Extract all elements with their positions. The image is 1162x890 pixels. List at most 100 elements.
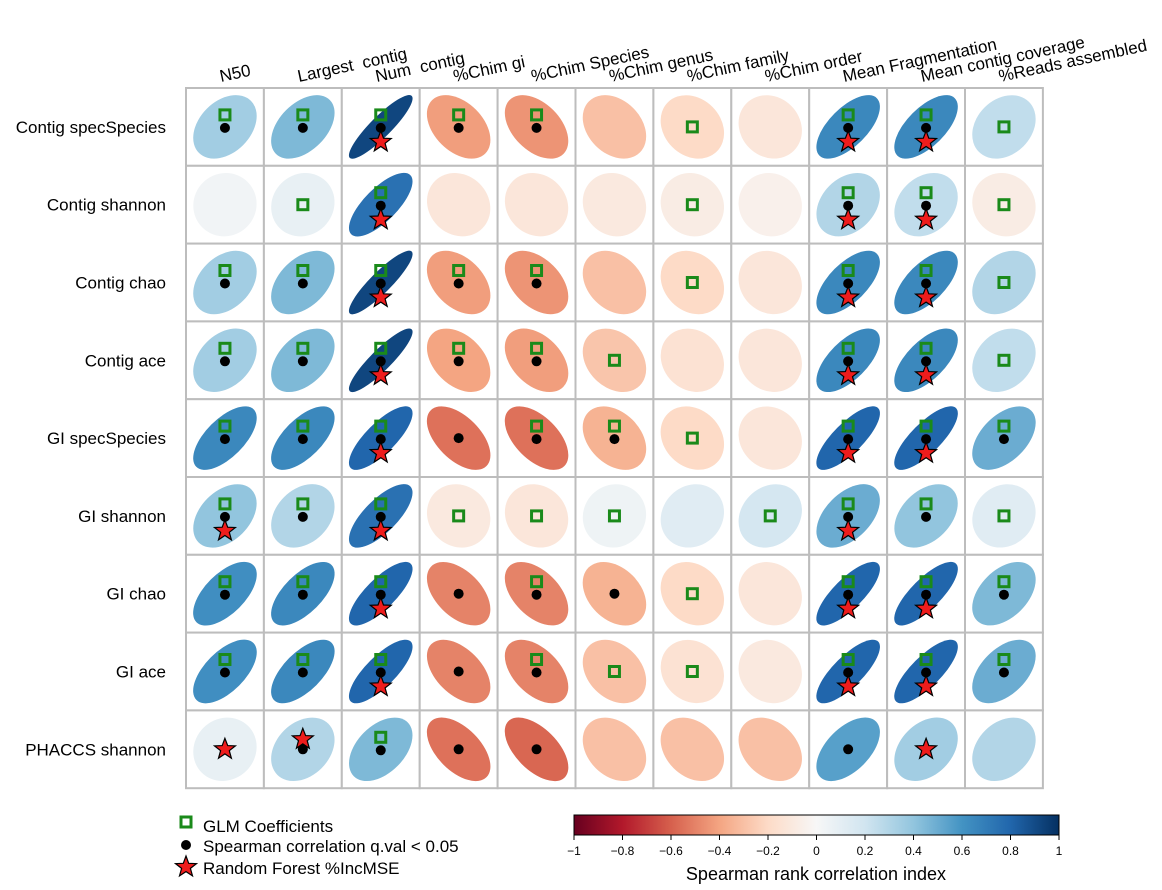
matrix-cell	[574, 476, 655, 556]
spearman-marker	[998, 434, 1009, 445]
matrix-cell	[964, 320, 1044, 401]
glm-marker	[530, 341, 544, 355]
matrix-cell	[808, 164, 889, 245]
matrix-cell	[418, 164, 499, 245]
matrix-cell	[262, 398, 343, 479]
matrix-cell	[496, 709, 577, 790]
rf-marker	[836, 129, 861, 153]
correlation-ellipse	[582, 484, 647, 548]
spearman-marker	[843, 667, 854, 678]
glm-marker	[296, 264, 310, 277]
glm-marker	[841, 653, 855, 666]
correlation-ellipse	[193, 173, 257, 237]
colorbar-gradient	[573, 814, 1060, 836]
glm-marker	[296, 497, 310, 511]
rf-marker	[836, 440, 861, 464]
correlation-ellipse	[660, 717, 725, 782]
matrix-cell	[808, 320, 889, 401]
spearman-marker	[219, 278, 230, 289]
matrix-cell	[886, 709, 966, 790]
matrix-cell	[262, 709, 343, 790]
rf-marker	[368, 440, 393, 464]
correlation-ellipse	[660, 250, 725, 315]
correlation-ellipse	[426, 484, 491, 548]
matrix-cell	[730, 164, 811, 245]
glm-marker	[530, 264, 544, 277]
row-label: Contig chao	[75, 274, 166, 293]
matrix-cell	[574, 320, 655, 401]
rf-marker	[836, 362, 861, 386]
spearman-marker	[609, 588, 620, 599]
glm-marker	[997, 276, 1011, 289]
glm-marker	[841, 108, 855, 122]
correlation-ellipse	[972, 717, 1036, 782]
spearman-marker	[375, 511, 386, 522]
matrix-cell	[340, 398, 421, 479]
rf-legend-star	[173, 854, 199, 878]
glm-marker	[919, 419, 933, 433]
glm-marker	[607, 665, 621, 678]
glm-marker	[919, 341, 933, 355]
matrix-cell	[886, 398, 966, 479]
matrix-cell	[340, 164, 421, 245]
matrix-cell	[808, 398, 889, 479]
spearman-marker	[297, 356, 308, 367]
glm-marker	[452, 108, 466, 122]
spearman-marker	[531, 589, 542, 600]
matrix-cell	[340, 709, 421, 790]
rf-marker	[368, 673, 393, 697]
colorbar-tick-label: 0	[813, 844, 820, 858]
row-label: GI ace	[116, 663, 166, 682]
correlation-ellipse	[582, 95, 647, 159]
matrix-cell	[496, 164, 577, 245]
glm-marker	[919, 575, 933, 589]
spearman-marker	[921, 278, 932, 289]
matrix-cell	[574, 709, 655, 790]
matrix-cell	[185, 87, 265, 167]
glm-marker	[218, 264, 232, 277]
spearman-marker	[375, 356, 386, 367]
correlation-ellipse	[738, 250, 802, 315]
matrix-cell	[886, 553, 966, 634]
spearman-marker	[375, 667, 386, 678]
spearman-marker	[219, 589, 230, 600]
matrix-cell	[185, 709, 265, 790]
correlation-ellipse	[972, 95, 1036, 159]
matrix-cell	[574, 398, 655, 479]
glm-marker	[296, 198, 310, 212]
colorbar-tick-label: −0.2	[756, 844, 780, 858]
matrix-cell	[340, 242, 421, 323]
spearman-legend-label: Spearman correlation q.val < 0.05	[203, 837, 459, 856]
spearman-marker	[843, 434, 854, 445]
matrix-cell	[808, 709, 889, 790]
glm-marker	[296, 575, 310, 589]
spearman-marker	[219, 667, 230, 678]
spearman-marker	[531, 122, 542, 133]
correlation-ellipse	[738, 562, 802, 626]
glm-marker	[218, 341, 232, 355]
matrix-cell	[574, 553, 655, 634]
column-label: N50	[218, 61, 252, 86]
spearman-marker	[297, 278, 308, 289]
correlation-ellipse	[660, 561, 725, 626]
glm-marker	[841, 419, 855, 433]
glm-marker	[530, 509, 544, 523]
matrix-cell	[652, 476, 733, 556]
glm-marker	[452, 264, 466, 277]
matrix-cell	[574, 631, 655, 712]
matrix-cell	[964, 242, 1044, 323]
matrix-cell	[496, 320, 577, 401]
matrix-cell	[496, 476, 577, 556]
correlation-ellipse	[582, 717, 647, 782]
matrix-cell	[730, 631, 811, 712]
rf-marker	[913, 736, 939, 760]
spearman-marker	[531, 434, 542, 445]
glm-marker	[997, 198, 1011, 212]
spearman-marker	[453, 356, 464, 367]
glm-marker	[296, 341, 310, 355]
spearman-marker	[453, 666, 464, 677]
row-label: GI shannon	[78, 507, 166, 526]
glm-marker	[997, 419, 1011, 433]
